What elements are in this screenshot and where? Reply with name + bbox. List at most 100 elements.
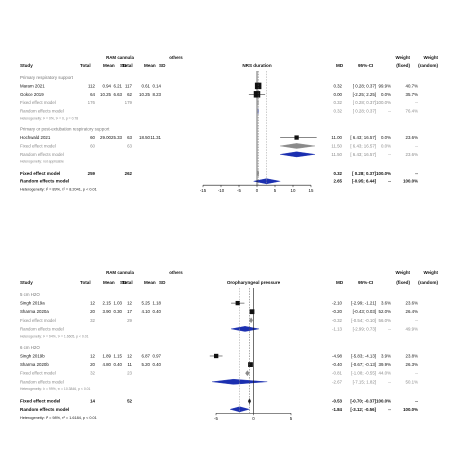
cell-mean-control: 5.25 bbox=[141, 301, 150, 306]
overall-random-diamond bbox=[229, 406, 251, 413]
cell-total-treatment: 32 bbox=[90, 371, 95, 376]
weight-random-header-top: Weight bbox=[423, 270, 438, 275]
cell-weight-fixed: 52.0% bbox=[379, 309, 392, 314]
cell-weight-random: 26.3% bbox=[406, 362, 419, 367]
cell-confidence-interval: [-0.54; -0.10] bbox=[351, 318, 376, 323]
overall-heterogeneity: Heterogeneity: I² = 89%, τ² = 8.2041, p … bbox=[20, 188, 97, 192]
cell-weight-random: 23.6% bbox=[406, 135, 419, 140]
x-tick-label: -5 bbox=[214, 416, 218, 421]
cell-sd-treatment: 1.15 bbox=[113, 353, 122, 358]
subgroup-random-diamond bbox=[211, 378, 268, 385]
cell-total-control: 12 bbox=[127, 353, 132, 358]
cell-confidence-interval: [-1.08; -0.55] bbox=[351, 371, 376, 376]
cell-sd-control: 8.23 bbox=[152, 92, 161, 97]
cell-sd-control: 0.40 bbox=[152, 362, 161, 367]
cell-weight-fixed: 0.0% bbox=[381, 143, 391, 148]
column-header: Total bbox=[80, 280, 91, 285]
study-name: Hochwald 2021 bbox=[20, 135, 51, 140]
cell-mean-difference: 11.50 bbox=[331, 152, 342, 157]
weight-fixed-header-top: Weight bbox=[395, 55, 410, 60]
subgroup-title: 6 cm H2O bbox=[20, 345, 40, 350]
cell-mean-difference: -4.98 bbox=[332, 353, 343, 358]
cell-total-treatment: 32 bbox=[90, 318, 95, 323]
cell-sd-control: 1.18 bbox=[152, 301, 161, 306]
x-tick-label: 10 bbox=[291, 188, 296, 193]
cell-total-treatment: 259 bbox=[88, 171, 96, 176]
subgroup-title: Primary respiratory support bbox=[20, 75, 74, 80]
overall-fixed-label: Fixed effect model bbox=[20, 399, 60, 404]
cell-confidence-interval: [-0.95; 6.44] bbox=[352, 179, 377, 184]
cell-confidence-interval: [-7.15; 1.82] bbox=[353, 379, 376, 384]
cell-total-control: 52 bbox=[127, 399, 132, 404]
cell-total-treatment: 112 bbox=[88, 83, 96, 88]
x-tick-label: 5 bbox=[274, 188, 277, 193]
cell-mean-control: 10.25 bbox=[139, 92, 151, 97]
cell-mean-treatment: 29.00 bbox=[100, 135, 112, 140]
cell-mean-treatment: 2.15 bbox=[102, 301, 111, 306]
cell-mean-difference: 0.32 bbox=[333, 109, 342, 114]
cell-total-control: 62 bbox=[127, 92, 132, 97]
study-name: Gokce 2019 bbox=[20, 92, 44, 97]
cell-sd-control: 0.40 bbox=[152, 309, 161, 314]
cell-mean-difference: 11.00 bbox=[331, 135, 342, 140]
cell-weight-fixed: 3.6% bbox=[381, 301, 391, 306]
column-header: MD bbox=[336, 280, 344, 285]
column-header: NRS duration bbox=[242, 63, 272, 68]
column-header: Total bbox=[80, 63, 91, 68]
study-name: Maram 2021 bbox=[20, 83, 45, 88]
overall-random-label: Random effects model bbox=[20, 179, 69, 184]
cell-mean-difference: 0.00 bbox=[333, 92, 342, 97]
cell-total-control: 12 bbox=[127, 301, 132, 306]
subgroup-random-label: Random effects model bbox=[20, 109, 64, 114]
cell-sd-control: 11.31 bbox=[150, 135, 161, 140]
x-tick-label: 5 bbox=[290, 416, 293, 421]
subgroup-heterogeneity: Heterogeneity: I² = 94%, τ² = 1.6605, p … bbox=[20, 334, 89, 338]
x-tick-label: -5 bbox=[237, 188, 241, 193]
cell-confidence-interval: [ 0.28; 0.37] bbox=[353, 83, 376, 88]
cell-weight-random: 23.6% bbox=[406, 301, 419, 306]
cell-mean-difference: -1.13 bbox=[332, 326, 343, 331]
group-label-control: others bbox=[169, 270, 183, 275]
cell-sd-treatment: 6.21 bbox=[113, 83, 122, 88]
subgroup-title: Primary or post-extubation respiratory s… bbox=[20, 127, 110, 132]
column-header: Mean bbox=[103, 280, 115, 285]
cell-weight-random: 23.6% bbox=[406, 152, 419, 157]
cell-mean-control: 5.20 bbox=[141, 362, 150, 367]
cell-confidence-interval: [-0.70; -0.37] bbox=[350, 399, 376, 404]
cell-mean-difference: -1.84 bbox=[332, 407, 343, 412]
study-marker bbox=[248, 362, 253, 367]
cell-weight-random: -- bbox=[415, 371, 418, 376]
cell-total-treatment: 60 bbox=[90, 135, 95, 140]
subgroup-heterogeneity: Heterogeneity: I² = 99%, τ² = 10.3846, p… bbox=[20, 387, 91, 391]
subgroup-random-label: Random effects model bbox=[20, 379, 64, 384]
cell-weight-random: 35.7% bbox=[406, 92, 419, 97]
cell-weight-random: 40.7% bbox=[406, 83, 419, 88]
cell-confidence-interval: [-0.67; -0.13] bbox=[351, 362, 376, 367]
subgroup-fixed-diamond bbox=[245, 370, 250, 377]
column-header: Study bbox=[20, 280, 33, 285]
cell-confidence-interval: [-0.43; 0.03] bbox=[353, 309, 376, 314]
cell-total-control: 117 bbox=[125, 83, 133, 88]
overall-fixed-label: Fixed effect model bbox=[20, 171, 60, 176]
x-tick-label: -10 bbox=[218, 188, 225, 193]
cell-mean-difference: -0.81 bbox=[332, 371, 343, 376]
column-header: Oropharyngeal pressure bbox=[227, 280, 281, 285]
cell-mean-difference: -0.53 bbox=[332, 399, 343, 404]
cell-confidence-interval: [-2.99; -1.21] bbox=[351, 301, 376, 306]
column-header: Mean bbox=[103, 63, 115, 68]
study-marker bbox=[235, 300, 240, 306]
subgroup-heterogeneity: Heterogeneity: I² = 0%, τ² = 0, p = 0.78 bbox=[20, 116, 78, 120]
cell-total-treatment: 12 bbox=[90, 301, 95, 306]
cell-total-control: 17 bbox=[127, 309, 132, 314]
group-label-control: others bbox=[169, 55, 183, 60]
subgroup-fixed-diamond bbox=[280, 143, 316, 149]
subgroup-fixed-label: Fixed effect model bbox=[20, 143, 56, 148]
column-header: SD bbox=[120, 63, 127, 68]
overall-random-label: Random effects model bbox=[20, 407, 69, 412]
weight-random-header: (random) bbox=[418, 63, 438, 68]
x-tick-label: -15 bbox=[200, 188, 207, 193]
column-header: 95%-CI bbox=[358, 63, 373, 68]
cell-mean-treatment: 10.25 bbox=[100, 92, 112, 97]
cell-mean-control: 0.61 bbox=[141, 83, 150, 88]
cell-mean-treatment: 1.89 bbox=[102, 353, 111, 358]
